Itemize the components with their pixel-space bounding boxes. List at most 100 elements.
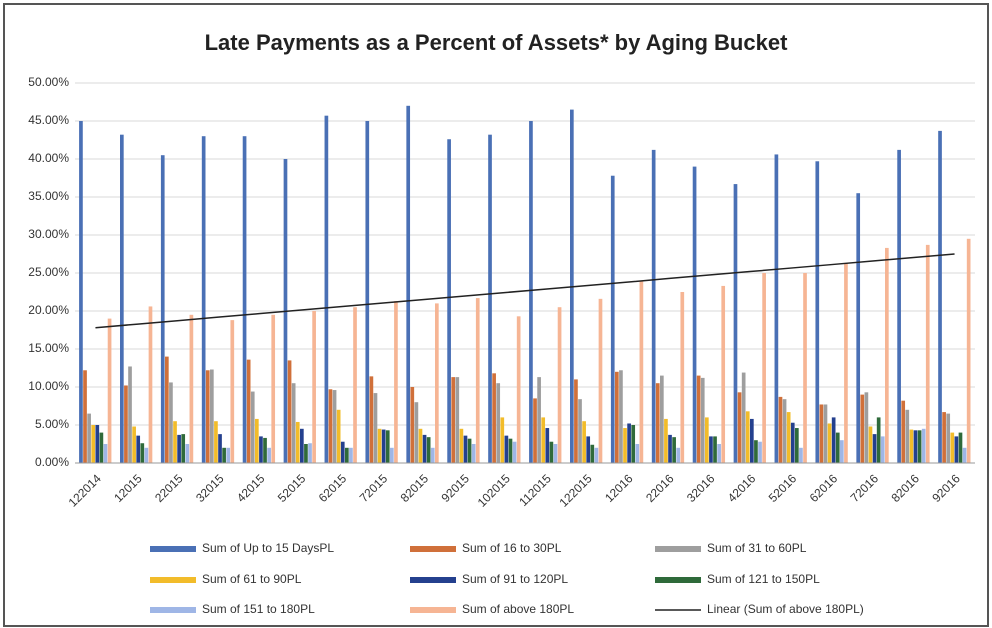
bar [876, 417, 881, 463]
legend-label: Sum of 16 to 30PL [462, 541, 562, 555]
bar [844, 263, 848, 463]
bar [512, 441, 517, 463]
bar [496, 383, 501, 463]
bar [185, 444, 190, 463]
bar [242, 136, 247, 463]
bar [205, 370, 210, 463]
y-tick-label: 5.00% [35, 417, 69, 431]
bar [651, 149, 656, 463]
bar [328, 389, 333, 463]
legend-swatch [655, 546, 701, 552]
bar [635, 444, 640, 463]
bar [750, 418, 754, 463]
bar [475, 298, 480, 463]
bar [598, 298, 603, 463]
y-tick-label: 0.00% [35, 455, 69, 469]
bar [467, 438, 472, 463]
bar [713, 436, 717, 463]
bar [741, 372, 746, 463]
bar [872, 434, 877, 463]
bar [181, 434, 186, 463]
bar [132, 426, 136, 463]
bar [623, 428, 627, 463]
bar [541, 417, 546, 463]
bar [287, 360, 292, 463]
bar [672, 437, 676, 463]
bar [459, 428, 464, 463]
bar [430, 447, 435, 463]
bar [835, 432, 840, 463]
bar [705, 417, 709, 463]
bar [79, 121, 83, 463]
bar [189, 314, 194, 463]
bar [856, 193, 861, 463]
bar [721, 285, 726, 463]
bar [795, 428, 799, 463]
bar [533, 398, 537, 463]
bar [958, 432, 963, 463]
bar [885, 247, 889, 463]
bar [942, 412, 946, 463]
bar [905, 409, 910, 463]
bar [91, 425, 96, 463]
bar [901, 400, 906, 463]
bar [222, 447, 226, 463]
bar [610, 175, 615, 463]
bar [921, 428, 926, 463]
bar [447, 139, 451, 464]
y-tick-label: 50.00% [28, 75, 69, 89]
bar [590, 444, 595, 463]
bar [819, 404, 824, 463]
bar [578, 399, 582, 463]
bar [529, 121, 533, 463]
bar [385, 430, 390, 463]
bar [664, 418, 668, 463]
bar [426, 437, 431, 463]
bar [291, 383, 296, 463]
bar [471, 444, 476, 463]
bar [140, 443, 145, 463]
bar [790, 422, 795, 463]
bar [103, 444, 108, 463]
bar [255, 418, 259, 463]
y-tick-label: 15.00% [28, 341, 69, 355]
bar [696, 375, 701, 463]
legend-label: Sum of 91 to 120PL [462, 572, 568, 586]
y-tick-label: 35.00% [28, 189, 69, 203]
bar [259, 436, 263, 463]
bar [557, 307, 562, 463]
bar [733, 184, 738, 463]
legend-label: Sum of 121 to 150PL [707, 572, 820, 586]
bar [124, 385, 128, 463]
y-tick-label: 10.00% [28, 379, 69, 393]
bar [324, 115, 329, 464]
bar [218, 434, 222, 463]
bar [83, 370, 87, 463]
bar [680, 292, 685, 463]
bar [201, 136, 206, 463]
bar [840, 440, 844, 463]
bar [345, 447, 349, 463]
bar [962, 447, 967, 463]
legend-swatch [150, 607, 196, 613]
bar [418, 428, 423, 463]
bar [745, 411, 750, 463]
bar [263, 437, 267, 463]
legend-label: Sum of above 180PL [462, 602, 574, 616]
bar [87, 413, 91, 463]
chart-title: Late Payments as a Percent of Assets* by… [205, 30, 788, 55]
bar [655, 383, 660, 463]
frame [3, 3, 989, 627]
bar [177, 434, 181, 463]
legend-swatch [150, 577, 196, 583]
bar [160, 155, 165, 463]
bar [508, 438, 513, 463]
bar [582, 421, 586, 463]
bar [803, 273, 807, 463]
y-tick-label: 45.00% [28, 113, 69, 127]
bar [144, 447, 149, 463]
bar [451, 377, 456, 463]
bar [660, 375, 664, 463]
bar [300, 428, 304, 463]
